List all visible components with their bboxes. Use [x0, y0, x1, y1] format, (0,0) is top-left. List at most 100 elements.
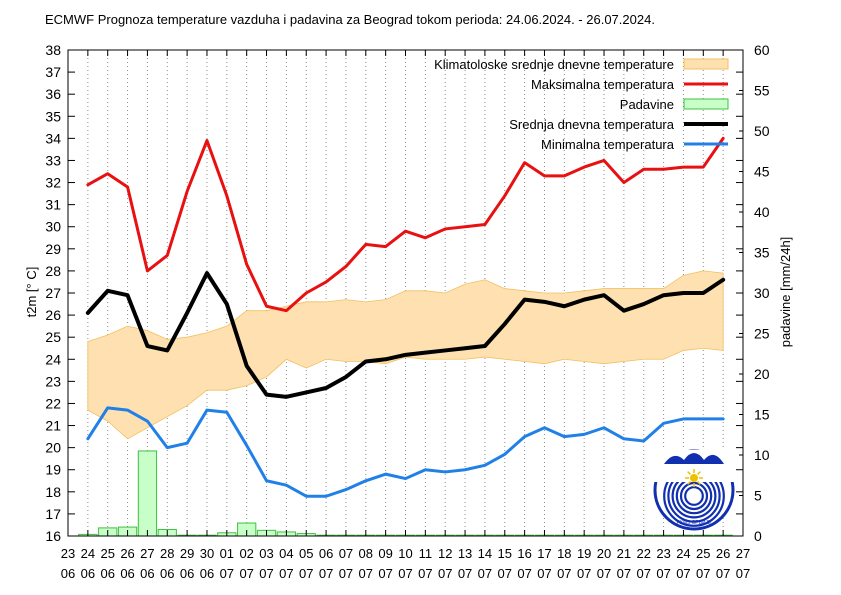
x-tick-month: 06	[100, 566, 114, 581]
y2-tick-label: 50	[754, 123, 770, 139]
legend-min-temp: Minimalna temperatura	[541, 137, 728, 152]
y-tick-label: 20	[45, 440, 61, 456]
y2-tick-label: 15	[754, 407, 770, 423]
x-tick-month: 07	[299, 566, 313, 581]
x-tick-day: 27	[736, 546, 750, 561]
sun-ray	[687, 481, 691, 485]
x-tick-day: 23	[656, 546, 670, 561]
x-tick-day: 29	[180, 546, 194, 561]
x-tick-month: 06	[140, 566, 154, 581]
x-tick-day: 27	[140, 546, 154, 561]
rhmz-logo: РХМЗ СРБИЈЕ	[653, 449, 735, 531]
x-tick-month: 07	[378, 566, 392, 581]
y-tick-label: 32	[45, 175, 61, 191]
x-tick-day: 18	[557, 546, 571, 561]
sun-ray	[697, 481, 701, 485]
x-tick-month: 07	[696, 566, 710, 581]
x-tick-month: 07	[676, 566, 690, 581]
y-tick-label: 26	[45, 307, 61, 323]
y-tick-label: 33	[45, 152, 61, 168]
x-tick-day: 11	[419, 546, 433, 561]
x-tick-day: 24	[81, 546, 95, 561]
legend-label: Maksimalna temperatura	[531, 77, 675, 92]
x-tick-month: 07	[537, 566, 551, 581]
x-tick-month: 06	[200, 566, 214, 581]
x-tick-day: 03	[259, 546, 273, 561]
x-tick-month: 07	[319, 566, 333, 581]
legend-label: Srednja dnevna temperatura	[509, 117, 675, 132]
x-tick-month: 07	[478, 566, 492, 581]
x-tick-day: 12	[438, 546, 452, 561]
max-temp-line	[86, 136, 725, 313]
x-tick-month: 07	[418, 566, 432, 581]
legend-label: Klimatoloske srednje dnevne temperature	[434, 57, 674, 72]
legend: Klimatoloske srednje dnevne temperature M…	[434, 57, 729, 152]
legend-max-temp: Maksimalna temperatura	[531, 77, 728, 92]
y-tick-label: 27	[45, 285, 61, 301]
x-tick-month: 07	[517, 566, 531, 581]
x-tick-month: 07	[438, 566, 452, 581]
x-tick-day: 16	[517, 546, 531, 561]
y-tick-label: 24	[45, 351, 61, 367]
x-tick-day: 09	[378, 546, 392, 561]
x-tick-day: 08	[359, 546, 373, 561]
x-tick-day: 04	[279, 546, 293, 561]
x-tick-month: 06	[61, 566, 75, 581]
mean-temp-line	[85, 271, 726, 399]
x-tick-month: 07	[259, 566, 273, 581]
x-tick-day: 26	[120, 546, 134, 561]
y-tick-label: 22	[45, 395, 61, 411]
y-tick-label: 25	[45, 329, 61, 345]
legend-label: Padavine	[620, 97, 674, 112]
y-tick-label: 21	[45, 418, 61, 434]
x-tick-month: 07	[239, 566, 253, 581]
legend-swatch	[683, 58, 729, 70]
x-tick-day: 06	[319, 546, 333, 561]
legend-swatch	[683, 98, 729, 110]
y-tick-label: 37	[45, 64, 61, 80]
legend-label: Minimalna temperatura	[541, 137, 675, 152]
x-tick-day: 25	[100, 546, 114, 561]
x-tick-month: 07	[359, 566, 373, 581]
x-tick-day: 20	[597, 546, 611, 561]
y-tick-label: 36	[45, 86, 61, 102]
legend-climatology: Klimatoloske srednje dnevne temperature	[434, 57, 729, 72]
x-tick-day: 23	[61, 546, 75, 561]
x-tick-day: 30	[200, 546, 214, 561]
x-tick-day: 22	[637, 546, 651, 561]
sun-icon	[685, 469, 703, 487]
y-tick-label: 19	[45, 462, 61, 478]
x-tick-month: 06	[180, 566, 194, 581]
y-axis-label: t2m [° C]	[24, 267, 39, 318]
y-tick-label: 34	[45, 130, 61, 146]
x-tick-month: 07	[736, 566, 750, 581]
y-tick-label: 35	[45, 108, 61, 124]
x-tick-month: 06	[160, 566, 174, 581]
chart-title: ECMWF Prognoza temperature vazduha i pad…	[45, 12, 655, 27]
y-tick-label: 23	[45, 373, 61, 389]
y2-tick-label: 25	[754, 326, 770, 342]
y2-tick-label: 45	[754, 164, 770, 180]
sun-ray	[697, 471, 701, 475]
x-tick-day: 17	[537, 546, 551, 561]
x-tick-day: 15	[498, 546, 512, 561]
x-tick-day: 02	[239, 546, 253, 561]
y2-tick-label: 20	[754, 366, 770, 382]
y2-tick-label: 55	[754, 83, 770, 99]
logo-text: РХМЗ СРБИЈЕ	[677, 520, 712, 526]
x-tick-day: 14	[478, 546, 492, 561]
x-tick-month: 06	[81, 566, 95, 581]
x-tick-day: 26	[716, 546, 730, 561]
temperature-lines	[85, 136, 726, 498]
x-tick-day: 05	[299, 546, 313, 561]
axes: 16 17 18 19 20 21 22 23 24 25 26 27 28 29 30 31 32 33 34 35…	[45, 42, 769, 581]
y2-tick-label: 10	[754, 447, 770, 463]
x-tick-month: 07	[656, 566, 670, 581]
logo-ring	[684, 486, 704, 506]
x-tick-month: 06	[120, 566, 134, 581]
y2-tick-label: 5	[754, 488, 762, 504]
x-tick-month: 07	[577, 566, 591, 581]
y2-tick-label: 30	[754, 285, 770, 301]
min-temp-line	[86, 406, 725, 498]
